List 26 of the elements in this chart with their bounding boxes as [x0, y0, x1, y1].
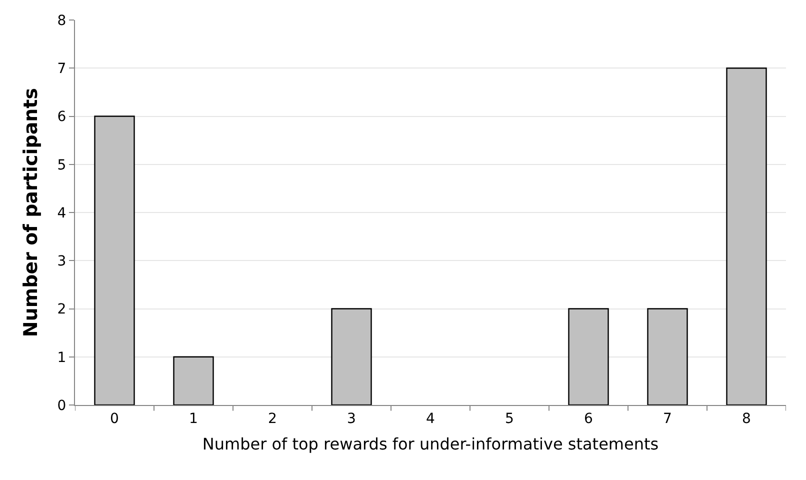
x-tick-label: 0: [110, 410, 119, 427]
y-tick-label: 4: [57, 205, 66, 222]
x-tick-label: 3: [347, 410, 356, 427]
bar: [94, 116, 135, 405]
x-tick-label: 2: [268, 410, 277, 427]
bar: [568, 308, 609, 405]
bar: [726, 68, 767, 405]
x-tick-label: 8: [742, 410, 751, 427]
bar: [173, 356, 214, 405]
y-axis-title: Number of participants: [20, 88, 42, 338]
y-tick-label: 6: [57, 109, 66, 126]
x-axis-title: Number of top rewards for under-informative statements: [202, 434, 659, 454]
y-tick-label: 5: [57, 157, 66, 174]
y-tick-label: 7: [57, 61, 66, 78]
y-tick-label: 3: [57, 254, 66, 270]
y-tick-label: 2: [57, 302, 66, 318]
bar: [647, 308, 688, 405]
x-tick-label: 7: [663, 410, 672, 427]
x-tick-label: 5: [505, 410, 514, 427]
x-tick-label: 4: [426, 410, 436, 427]
bar: [331, 308, 372, 405]
y-tick-label: 0: [57, 398, 66, 414]
x-tick-label: 6: [584, 410, 594, 427]
y-tick-label: 1: [57, 350, 66, 366]
y-tick-label: 8: [57, 12, 66, 29]
x-tick-label: 1: [189, 410, 198, 427]
